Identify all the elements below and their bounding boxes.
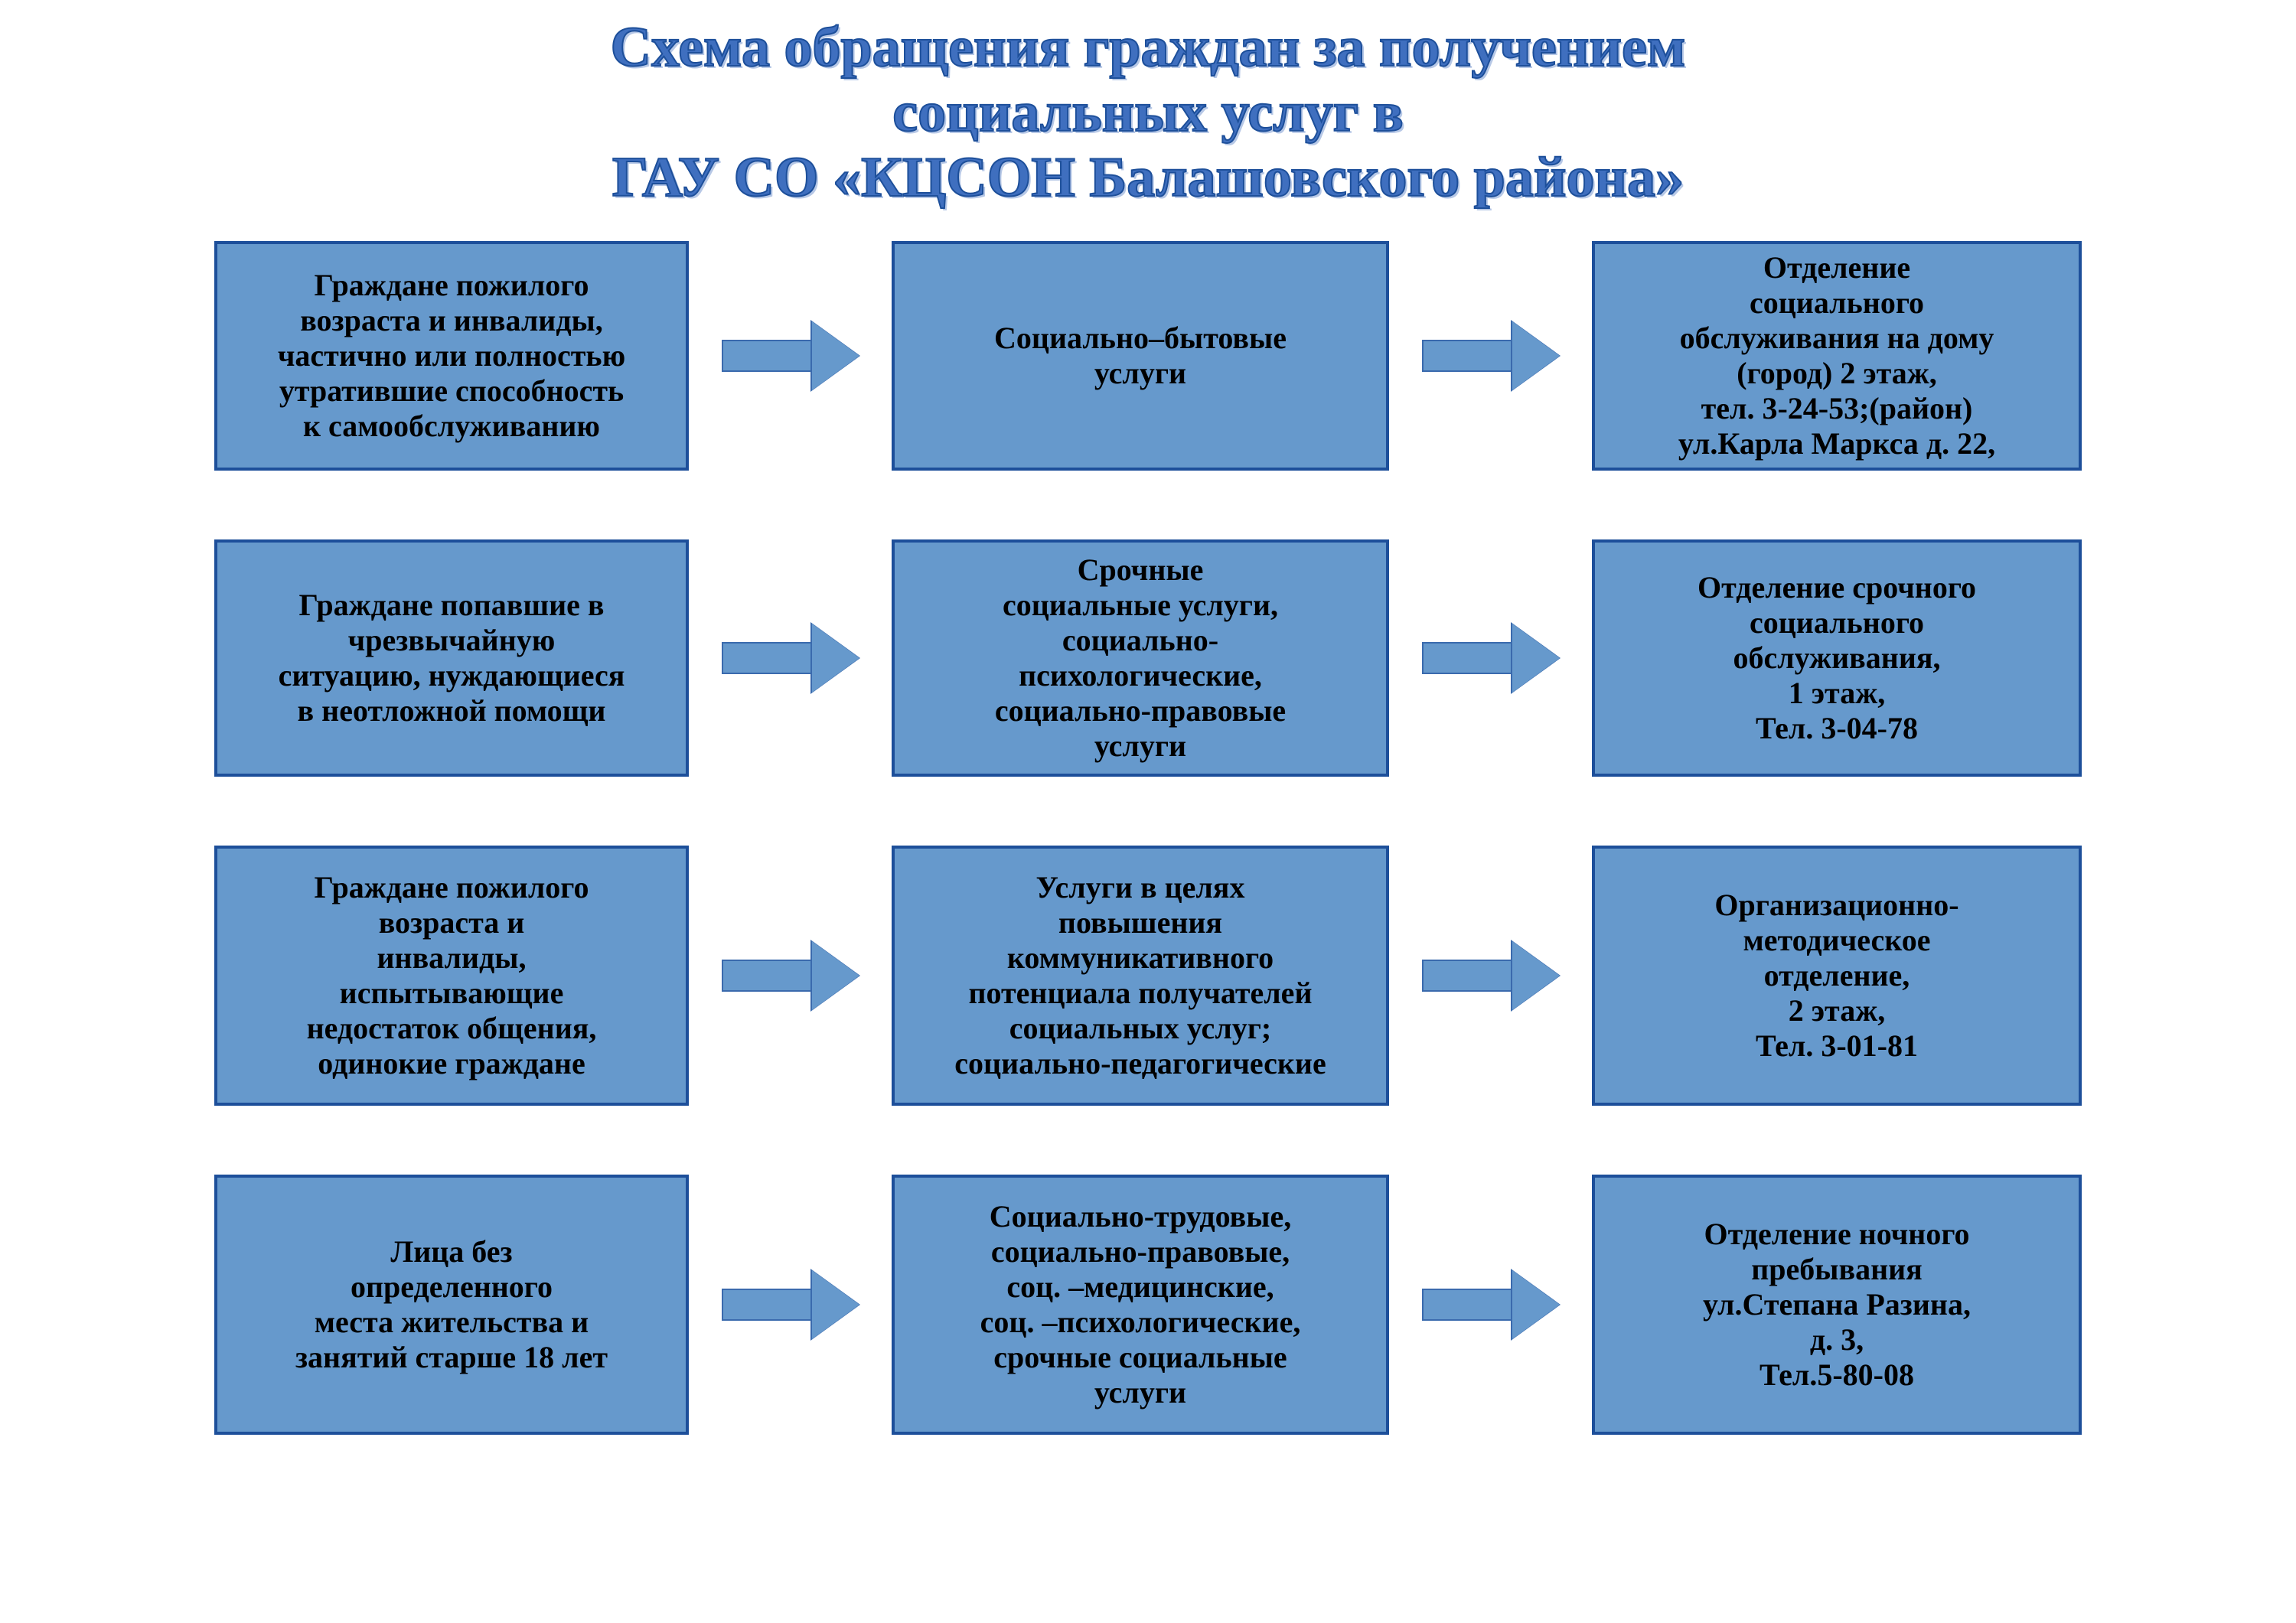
flow-row: Граждане пожилого возраста и инвалиды, и…: [214, 846, 2082, 1106]
arrow-right-icon: [1422, 321, 1560, 390]
arrow-right-icon: [1422, 624, 1560, 693]
flow-row: Граждане попавшие в чрезвычайную ситуаци…: [214, 539, 2082, 777]
citizen-category-box: Граждане пожилого возраста и инвалиды, ч…: [214, 241, 689, 471]
arrow-right-icon: [722, 321, 859, 390]
service-type-box: Услуги в целях повышения коммуникативног…: [892, 846, 1389, 1106]
department-box: Отделение ночного пребывания ул.Степана …: [1592, 1175, 2082, 1435]
citizen-category-box: Лица без определенного места жительства …: [214, 1175, 689, 1435]
arrow-right-icon: [1422, 941, 1560, 1010]
arrow-right-icon: [722, 941, 859, 1010]
page-title: Схема обращения граждан за получением со…: [0, 15, 2296, 210]
citizen-category-box: Граждане пожилого возраста и инвалиды, и…: [214, 846, 689, 1106]
department-box: Организационно- методическое отделение, …: [1592, 846, 2082, 1106]
service-type-box: Социально-трудовые, социально-правовые, …: [892, 1175, 1389, 1435]
arrow-right-icon: [1422, 1270, 1560, 1339]
department-box: Отделение срочного социального обслужива…: [1592, 539, 2082, 777]
arrow-right-icon: [722, 1270, 859, 1339]
citizen-category-box: Граждане попавшие в чрезвычайную ситуаци…: [214, 539, 689, 777]
service-type-box: Срочные социальные услуги, социально- пс…: [892, 539, 1389, 777]
flow-row: Лица без определенного места жительства …: [214, 1175, 2082, 1435]
flow-row: Граждане пожилого возраста и инвалиды, ч…: [214, 241, 2082, 471]
service-type-box: Социально–бытовые услуги: [892, 241, 1389, 471]
department-box: Отделение социального обслуживания на до…: [1592, 241, 2082, 471]
arrow-right-icon: [722, 624, 859, 693]
flowchart: Граждане пожилого возраста и инвалиды, ч…: [0, 241, 2296, 1435]
